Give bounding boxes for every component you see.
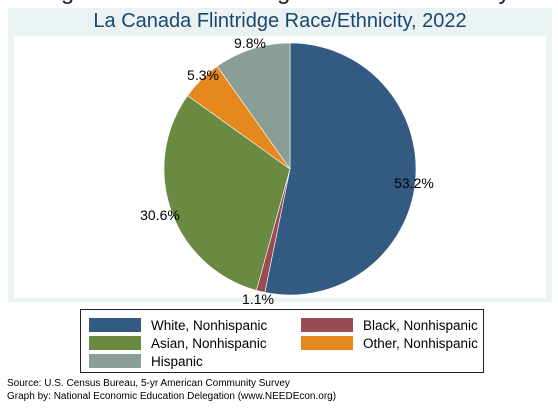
chart-legend: White, Nonhispanic Black, Nonhispanic Asia… (80, 309, 484, 373)
slice-label: 30.6% (140, 207, 180, 223)
slice-label: 53.2% (394, 175, 434, 191)
slice-label: 5.3% (187, 67, 219, 83)
legend-label: Other, Nonhispanic (363, 335, 478, 351)
legend-label: Asian, Nonhispanic (151, 335, 267, 351)
slice-label: 9.8% (234, 35, 266, 51)
chart-title: La Canada Flintridge Race/Ethnicity, 202… (93, 10, 467, 32)
legend-swatch (89, 336, 141, 350)
legend-item: Black, Nonhispanic (301, 316, 478, 334)
legend-label: Black, Nonhispanic (363, 317, 478, 333)
legend-swatch (89, 318, 141, 332)
legend-label: White, Nonhispanic (151, 317, 268, 333)
pie-slice-white-nonhispanic (264, 42, 417, 296)
slice-label: 1.1% (242, 291, 274, 307)
legend-item: White, Nonhispanic (89, 316, 267, 334)
legend-item: Hispanic (89, 352, 203, 370)
clipped-header-text: ng La Canada Flintridge Race and Ethnici… (0, 0, 558, 8)
legend-swatch (89, 354, 141, 368)
legend-item: Asian, Nonhispanic (89, 334, 267, 352)
legend-label: Hispanic (151, 353, 203, 369)
pie-slice-asian-nonhispanic (163, 95, 291, 291)
legend-item: Other, Nonhispanic (301, 334, 478, 352)
pie-slice-hispanic (216, 42, 291, 170)
legend-swatch (301, 336, 353, 350)
source-note: Source: U.S. Census Bureau, 5-yr America… (7, 378, 290, 389)
graph-credit: Graph by: National Economic Education De… (7, 391, 337, 402)
legend-swatch (301, 318, 353, 332)
